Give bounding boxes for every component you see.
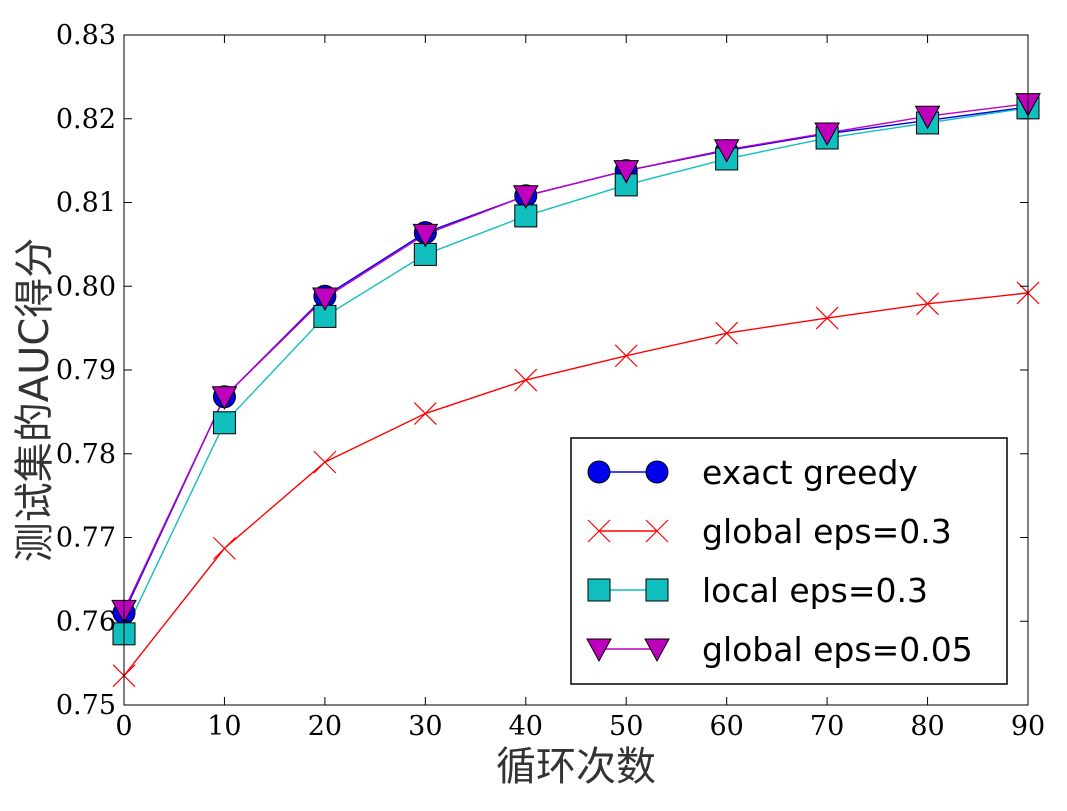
legend-marker (645, 519, 669, 543)
x-tick-label: 20 (308, 711, 342, 742)
data-point (312, 287, 338, 312)
legend-marker (587, 460, 611, 484)
y-tick-label: 0.77 (56, 523, 116, 554)
data-point (211, 386, 238, 410)
data-point (814, 122, 840, 147)
y-tick-label: 0.79 (56, 355, 116, 386)
y-tick-label: 0.78 (56, 439, 116, 470)
x-tick-label: 50 (609, 711, 643, 742)
data-point (614, 344, 638, 368)
legend-marker (645, 460, 669, 484)
y-tick-label: 0.75 (56, 690, 116, 721)
series-line (123, 292, 1029, 677)
data-point (715, 321, 739, 345)
data-point (713, 139, 740, 163)
x-tick-label: 60 (709, 711, 743, 742)
legend-label: exact greedy (702, 453, 918, 492)
data-point (413, 402, 437, 425)
legend-box (570, 437, 1008, 685)
y-tick-label: 0.81 (56, 188, 116, 219)
x-tick-label: 80 (910, 711, 944, 742)
legend-marker (587, 519, 611, 543)
legend-marker (586, 638, 612, 663)
x-tick-label: 90 (1011, 711, 1045, 742)
y-tick-label: 0.83 (56, 20, 116, 51)
series-line (123, 102, 1029, 611)
x-axis-title: 循环次数 (496, 744, 656, 790)
series-line (123, 107, 1029, 635)
x-tick-label: 40 (509, 711, 543, 742)
data-point (815, 306, 839, 330)
legend-marker (645, 578, 669, 602)
y-tick-label: 0.80 (56, 271, 116, 302)
x-tick-label: 10 (207, 711, 241, 742)
data-point (914, 105, 941, 130)
data-point (514, 368, 538, 392)
data-point (916, 292, 939, 316)
y-tick-label: 0.82 (56, 104, 116, 135)
data-point (512, 185, 539, 209)
x-tick-label: 70 (810, 711, 844, 742)
x-tick-label: 30 (408, 711, 442, 742)
legend-label: local eps=0.3 (702, 571, 928, 610)
data-point (213, 536, 236, 560)
legend-marker (587, 578, 611, 602)
data-point (313, 450, 337, 474)
legend-marker (644, 638, 670, 663)
legend-label: global eps=0.05 (702, 630, 973, 669)
data-point (412, 223, 439, 248)
data-point (212, 411, 236, 435)
legend-label: global eps=0.3 (702, 512, 952, 551)
x-tick-label: 0 (115, 711, 132, 742)
data-point (613, 160, 640, 184)
y-axis-title: 测试集的AUC得分 (12, 238, 58, 563)
y-tick-label: 0.76 (56, 606, 116, 637)
